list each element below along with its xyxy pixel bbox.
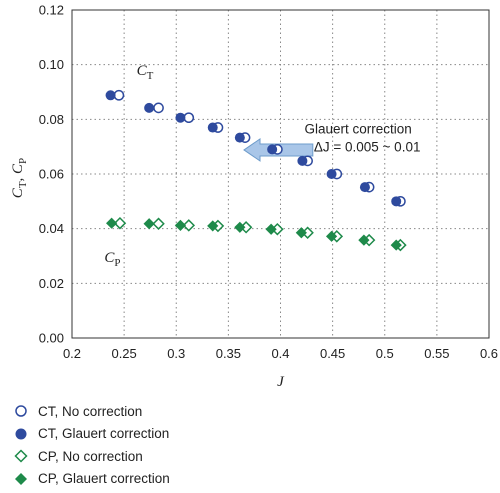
point-ct-glauert-correction bbox=[234, 132, 245, 143]
point-ct-glauert-correction bbox=[359, 182, 370, 193]
point-cp-glauert-correction bbox=[265, 223, 277, 235]
y-axis-title-sep: , C bbox=[10, 163, 26, 182]
legend-item-cp-glauert: CP, Glauert correction bbox=[14, 468, 314, 491]
x-tick-label: 0.35 bbox=[216, 346, 241, 361]
x-tick-label: 0.4 bbox=[271, 346, 289, 361]
y-tick-label: 0.12 bbox=[39, 3, 64, 18]
cp-annotation-sub: P bbox=[114, 257, 120, 269]
point-cp-glauert-correction bbox=[207, 220, 219, 232]
y-ticks: 0.00 0.02 0.04 0.06 0.08 0.10 0.12 bbox=[39, 3, 64, 346]
plot-frame bbox=[71, 9, 490, 339]
y-tick-label: 0.02 bbox=[39, 276, 64, 291]
legend: CT, No correction CT, Glauert correction… bbox=[14, 400, 314, 490]
legend-label: CT, No correction bbox=[38, 403, 143, 419]
point-ct-glauert-correction bbox=[391, 196, 402, 207]
point-ct-glauert-correction bbox=[207, 122, 218, 133]
point-cp-glauert-correction bbox=[234, 221, 246, 233]
x-tick-label: 0.55 bbox=[424, 346, 449, 361]
x-tick-label: 0.5 bbox=[376, 346, 394, 361]
point-cp-glauert-correction bbox=[143, 218, 155, 230]
y-tick-label: 0.06 bbox=[39, 167, 64, 182]
point-ct-no-correction bbox=[183, 112, 195, 124]
cp-annotation-main: C bbox=[104, 250, 115, 266]
y-axis-title-sub1: T bbox=[17, 181, 29, 188]
point-ct-glauert-correction bbox=[326, 169, 337, 179]
point-ct-glauert-correction bbox=[297, 155, 308, 166]
x-ticks: 0.2 0.25 0.3 0.35 0.4 0.45 0.5 0.55 0.6 bbox=[63, 346, 498, 361]
y-axis-title-sub2: P bbox=[17, 158, 29, 164]
cp-annotation: CP bbox=[104, 250, 120, 269]
ct-annotation-main: C bbox=[137, 63, 148, 79]
point-ct-glauert-correction bbox=[144, 102, 155, 113]
glauert-annotation-line1: Glauert correction bbox=[304, 121, 411, 136]
legend-label: CP, Glauert correction bbox=[38, 471, 170, 487]
x-tick-label: 0.3 bbox=[167, 346, 185, 361]
y-tick-label: 0.10 bbox=[39, 57, 64, 72]
point-cp-glauert-correction bbox=[106, 217, 118, 229]
x-axis-title: J bbox=[277, 374, 285, 390]
x-tick-label: 0.25 bbox=[111, 346, 136, 361]
legend-marker-ct-open bbox=[15, 405, 27, 417]
point-cp-glauert-correction bbox=[325, 230, 338, 242]
ct-annotation-sub: T bbox=[147, 70, 154, 82]
markers bbox=[105, 89, 407, 252]
legend-item-cp-no-correction: CP, No correction bbox=[14, 445, 314, 468]
point-cp-no-correction bbox=[152, 217, 165, 231]
point-cp-no-correction bbox=[113, 216, 127, 230]
y-tick-label: 0.00 bbox=[39, 331, 64, 346]
point-ct-glauert-correction bbox=[267, 144, 278, 155]
point-cp-glauert-correction bbox=[174, 219, 187, 231]
point-ct-no-correction bbox=[153, 102, 164, 114]
legend-marker-cp-filled bbox=[15, 472, 27, 485]
legend-label: CP, No correction bbox=[38, 448, 143, 464]
glauert-annotation-line2: ΔJ = 0.005 ~ 0.01 bbox=[314, 139, 421, 154]
legend-marker-cp-open bbox=[14, 449, 28, 463]
legend-label: CT, Glauert correction bbox=[38, 426, 170, 442]
point-ct-glauert-correction bbox=[105, 90, 116, 101]
x-tick-label: 0.45 bbox=[320, 346, 345, 361]
y-tick-label: 0.08 bbox=[39, 112, 64, 127]
x-tick-label: 0.2 bbox=[63, 346, 81, 361]
legend-marker-ct-filled bbox=[15, 428, 27, 440]
ct-annotation: CT bbox=[137, 63, 154, 82]
x-tick-label: 0.6 bbox=[480, 346, 498, 361]
chart-svg: 0.2 0.25 0.3 0.35 0.4 0.45 0.5 0.55 0.6 0.00 0.02… bbox=[10, 3, 498, 391]
legend-item-ct-glauert: CT, Glauert correction bbox=[14, 423, 314, 446]
y-axis-title: CT, CP bbox=[10, 158, 29, 198]
legend-item-ct-no-correction: CT, No correction bbox=[14, 400, 314, 423]
grid bbox=[72, 10, 489, 338]
point-cp-glauert-correction bbox=[390, 239, 402, 251]
point-cp-no-correction bbox=[182, 219, 196, 232]
y-tick-label: 0.04 bbox=[39, 221, 64, 236]
point-cp-glauert-correction bbox=[358, 234, 370, 246]
point-ct-no-correction bbox=[113, 89, 125, 101]
y-axis-title-main: C bbox=[10, 187, 26, 198]
point-ct-glauert-correction bbox=[175, 112, 186, 123]
point-cp-glauert-correction bbox=[295, 227, 307, 239]
